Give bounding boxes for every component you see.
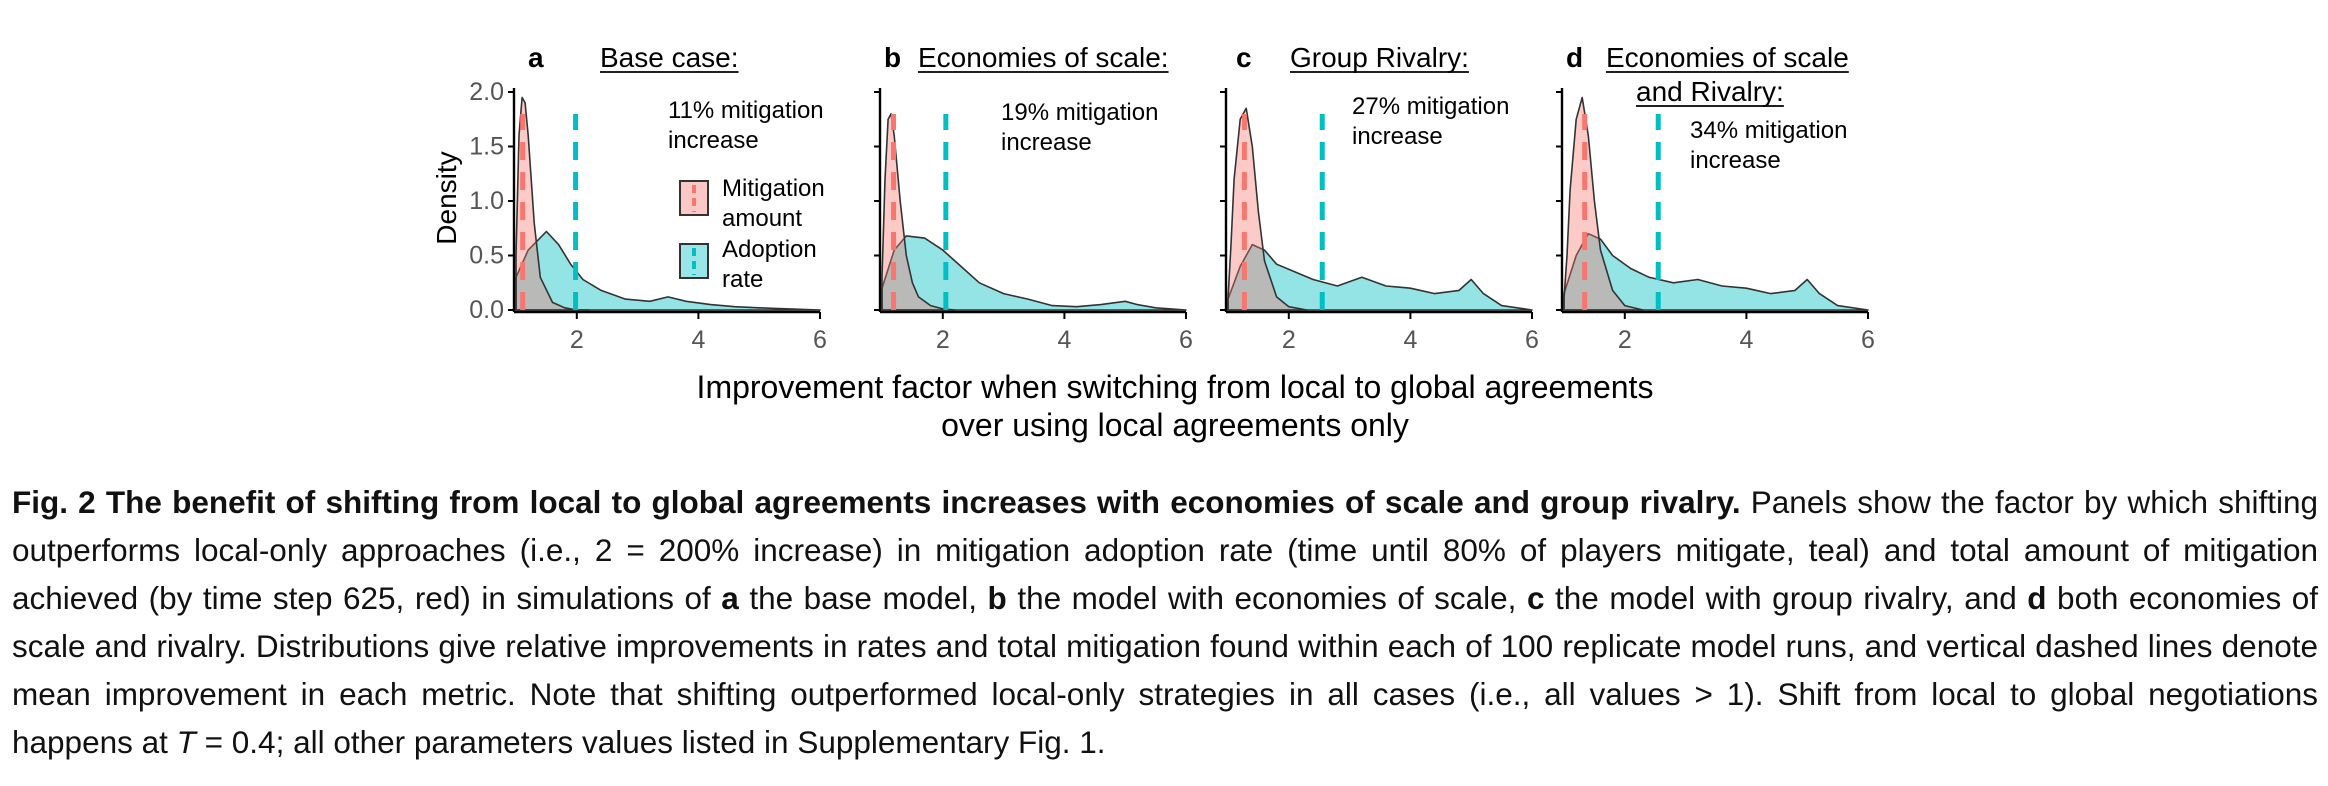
x-tick-label: 6: [813, 326, 827, 354]
caption-text-5: both economies of scale and rivalry. Dis…: [12, 580, 2319, 760]
panel-title: Base case:: [600, 42, 739, 73]
density-adoption-area: [1227, 243, 1533, 311]
mitigation-note: 19% mitigation: [1001, 99, 1158, 126]
x-tick-label: 4: [1403, 326, 1417, 354]
caption-text-1: Panels show the factor by which shifting…: [12, 484, 2318, 616]
panel-title: Economies of scale:: [918, 42, 1169, 73]
caption-text-3: the model with economies of scale,: [1006, 580, 1527, 616]
x-tick-label: 4: [1057, 326, 1071, 354]
y-tick-label: 0.5: [469, 242, 504, 270]
panel-letter: c: [1236, 42, 1252, 73]
caption-panel-c: c: [1526, 580, 1545, 616]
y-tick-label: 0.0: [469, 296, 504, 324]
x-tick-label: 6: [1179, 326, 1193, 354]
mitigation-note: increase: [1690, 147, 1781, 174]
y-tick-label: 1.5: [469, 133, 504, 161]
mitigation-note: 27% mitigation: [1352, 93, 1509, 120]
caption-text-2: the base model,: [738, 580, 988, 616]
panel-b: 2 4 6 b Economies of scale: 19% mitigation inc…: [874, 42, 1193, 354]
legend-mitigation-line2: amount: [722, 205, 802, 232]
mitigation-note: increase: [668, 127, 759, 154]
panel-c: 2 4 6 c Group Rivalry: 27% mitigation increase: [1220, 42, 1539, 354]
x-axis-label-line1: Improvement factor when switching from l…: [697, 369, 1654, 405]
legend-adoption-line2: rate: [722, 266, 763, 293]
panel-title: and Rivalry:: [1636, 76, 1784, 107]
x-tick-label: 2: [1282, 326, 1296, 354]
legend-mitigation-line1: Mitigation: [722, 175, 825, 202]
density-adoption-area: [1563, 232, 1869, 311]
mitigation-note: increase: [1352, 123, 1443, 150]
panel-a: 0.0 0.5 1.0 1.5 2.0 2 4 6 a Base case: 11% mitigat…: [469, 42, 827, 354]
legend: Mitigation amount Adoption rate: [679, 175, 825, 293]
mitigation-note: 34% mitigation: [1690, 117, 1847, 144]
x-tick-label: 4: [691, 326, 705, 354]
x-tick-label: 2: [936, 326, 950, 354]
panel-letter: a: [528, 42, 544, 73]
caption-panel-b: b: [987, 580, 1007, 616]
x-tick-label: 4: [1739, 326, 1753, 354]
y-tick-label: 2.0: [469, 78, 504, 106]
figure-panels: Density 0.0 0.5 1.0 1.5 2.0 2 4 6 a Base case: 11%…: [431, 42, 1875, 443]
density-mitigation-area: [1227, 107, 1308, 311]
figure-caption: Fig. 2 The benefit of shifting from loca…: [12, 478, 2318, 766]
caption-text-6: = 0.4; all other parameters values liste…: [195, 724, 1106, 760]
caption-panel-d: d: [2027, 580, 2047, 616]
caption-threshold-symbol: T: [176, 724, 196, 760]
panel-title: Group Rivalry:: [1290, 42, 1469, 73]
x-axis-label-line2: over using local agreements only: [941, 407, 1409, 443]
density-adoption-area: [881, 235, 1187, 311]
x-tick-label: 2: [570, 326, 584, 354]
y-axis-label: Density: [431, 151, 462, 244]
legend-adoption-line1: Adoption: [722, 236, 817, 263]
mitigation-note: increase: [1001, 129, 1092, 156]
x-tick-label: 2: [1618, 326, 1632, 354]
panel-title: Economies of scale: [1606, 42, 1849, 73]
panel-letter: d: [1566, 42, 1583, 73]
caption-panel-a: a: [721, 580, 739, 616]
panel-letter: b: [884, 42, 901, 73]
caption-lead: Fig. 2 The benefit of shifting from loca…: [12, 484, 1741, 520]
x-tick-label: 6: [1525, 326, 1539, 354]
mitigation-note: 11% mitigation: [668, 97, 824, 124]
x-tick-label: 6: [1861, 326, 1875, 354]
y-tick-label: 1.0: [469, 187, 504, 215]
density-adoption-area: [515, 230, 821, 311]
density-mitigation-area: [881, 113, 956, 311]
caption-text-4: the model with group rivalry, and: [1544, 580, 2028, 616]
